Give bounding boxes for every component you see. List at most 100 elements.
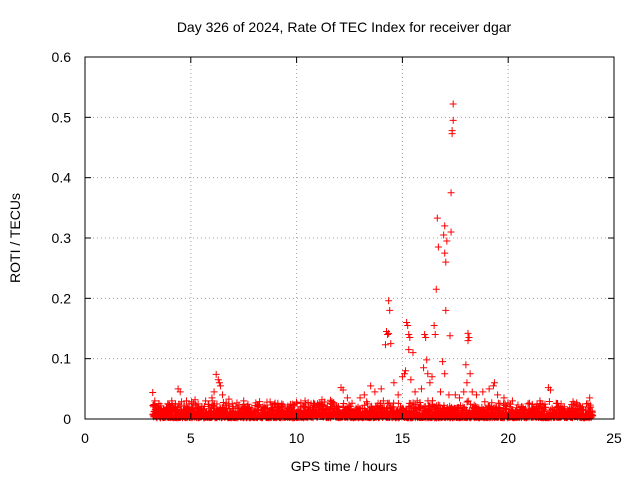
data-point bbox=[176, 388, 184, 396]
data-point bbox=[428, 373, 436, 381]
data-point bbox=[442, 306, 450, 314]
data-point bbox=[183, 397, 191, 405]
grid-lines bbox=[85, 57, 614, 419]
data-point bbox=[390, 379, 398, 387]
data-point bbox=[301, 397, 309, 405]
data-point bbox=[514, 401, 522, 409]
data-point bbox=[587, 403, 595, 411]
x-tick-label: 25 bbox=[606, 430, 622, 446]
x-tick-label: 5 bbox=[187, 430, 195, 446]
data-point bbox=[568, 401, 576, 409]
data-point bbox=[385, 329, 393, 337]
data-point bbox=[522, 405, 530, 413]
data-point bbox=[364, 400, 372, 408]
data-point bbox=[407, 376, 415, 384]
data-point bbox=[340, 399, 348, 407]
data-point bbox=[409, 349, 417, 357]
data-point bbox=[178, 398, 186, 406]
data-point bbox=[384, 331, 392, 339]
data-point bbox=[403, 318, 411, 326]
data-point bbox=[441, 370, 449, 378]
data-point bbox=[508, 397, 516, 405]
data-point bbox=[326, 396, 334, 404]
data-point bbox=[449, 116, 457, 124]
data-point bbox=[214, 376, 222, 384]
data-point bbox=[422, 334, 430, 342]
data-point bbox=[456, 394, 464, 402]
y-tick-label: 0.1 bbox=[52, 351, 72, 367]
data-point bbox=[488, 399, 496, 407]
data-point bbox=[405, 331, 413, 339]
data-point bbox=[460, 388, 468, 396]
data-point bbox=[545, 397, 553, 405]
data-point bbox=[224, 401, 232, 409]
data-point bbox=[389, 403, 397, 411]
y-tick-label: 0.6 bbox=[52, 49, 72, 65]
data-point bbox=[401, 370, 409, 378]
data-point bbox=[440, 231, 448, 239]
data-point bbox=[219, 391, 227, 399]
data-point bbox=[188, 403, 196, 411]
data-point bbox=[402, 367, 410, 375]
data-point bbox=[348, 399, 356, 407]
y-tick-label: 0.5 bbox=[52, 109, 72, 125]
data-point bbox=[216, 382, 224, 390]
data-point bbox=[194, 400, 202, 408]
data-point bbox=[481, 398, 489, 406]
data-point bbox=[240, 397, 248, 405]
data-point bbox=[210, 388, 218, 396]
data-point bbox=[424, 370, 432, 378]
data-point bbox=[417, 385, 425, 393]
data-point bbox=[557, 400, 565, 408]
data-point bbox=[459, 403, 467, 411]
data-point bbox=[168, 397, 176, 405]
data-point bbox=[447, 228, 455, 236]
data-point bbox=[191, 396, 199, 404]
data-point bbox=[576, 403, 584, 411]
data-point bbox=[387, 340, 395, 348]
data-point bbox=[582, 400, 590, 408]
data-point bbox=[463, 379, 471, 387]
y-tick-label: 0.4 bbox=[52, 170, 72, 186]
data-point bbox=[208, 394, 216, 402]
data-point bbox=[413, 397, 421, 405]
data-point bbox=[465, 334, 473, 342]
data-point bbox=[426, 379, 434, 387]
data-point bbox=[256, 398, 264, 406]
data-point bbox=[442, 258, 450, 266]
data-point bbox=[213, 400, 221, 408]
data-point bbox=[451, 391, 459, 399]
y-axis-ticks: 0 0.1 0.2 0.3 0.4 0.5 0.6 bbox=[52, 49, 614, 427]
data-point bbox=[386, 306, 394, 314]
data-point bbox=[443, 237, 451, 245]
data-point bbox=[339, 386, 347, 394]
data-point bbox=[464, 329, 472, 337]
y-tick-label: 0 bbox=[63, 411, 71, 427]
data-point bbox=[439, 358, 447, 366]
data-point bbox=[446, 332, 454, 340]
data-point bbox=[381, 341, 389, 349]
x-tick-label: 0 bbox=[81, 430, 89, 446]
x-tick-label: 15 bbox=[395, 430, 411, 446]
data-point bbox=[394, 391, 402, 399]
x-axis-label: GPS time / hours bbox=[291, 458, 398, 474]
data-points bbox=[149, 100, 597, 422]
data-point bbox=[385, 297, 393, 305]
data-point bbox=[151, 397, 159, 405]
data-point bbox=[225, 395, 233, 403]
data-point bbox=[542, 403, 550, 411]
data-point bbox=[431, 331, 439, 339]
y-tick-label: 0.2 bbox=[52, 290, 72, 306]
data-point bbox=[464, 337, 472, 345]
data-point bbox=[479, 388, 487, 396]
data-point bbox=[215, 379, 223, 387]
data-point bbox=[468, 388, 476, 396]
data-point bbox=[318, 396, 326, 404]
y-tick-label: 0.3 bbox=[52, 230, 72, 246]
data-point bbox=[371, 388, 379, 396]
chart-title: Day 326 of 2024, Rate Of TEC Index for r… bbox=[177, 19, 512, 35]
data-point bbox=[394, 399, 402, 407]
data-point bbox=[212, 370, 220, 378]
data-point bbox=[475, 404, 483, 412]
data-point bbox=[466, 370, 474, 378]
